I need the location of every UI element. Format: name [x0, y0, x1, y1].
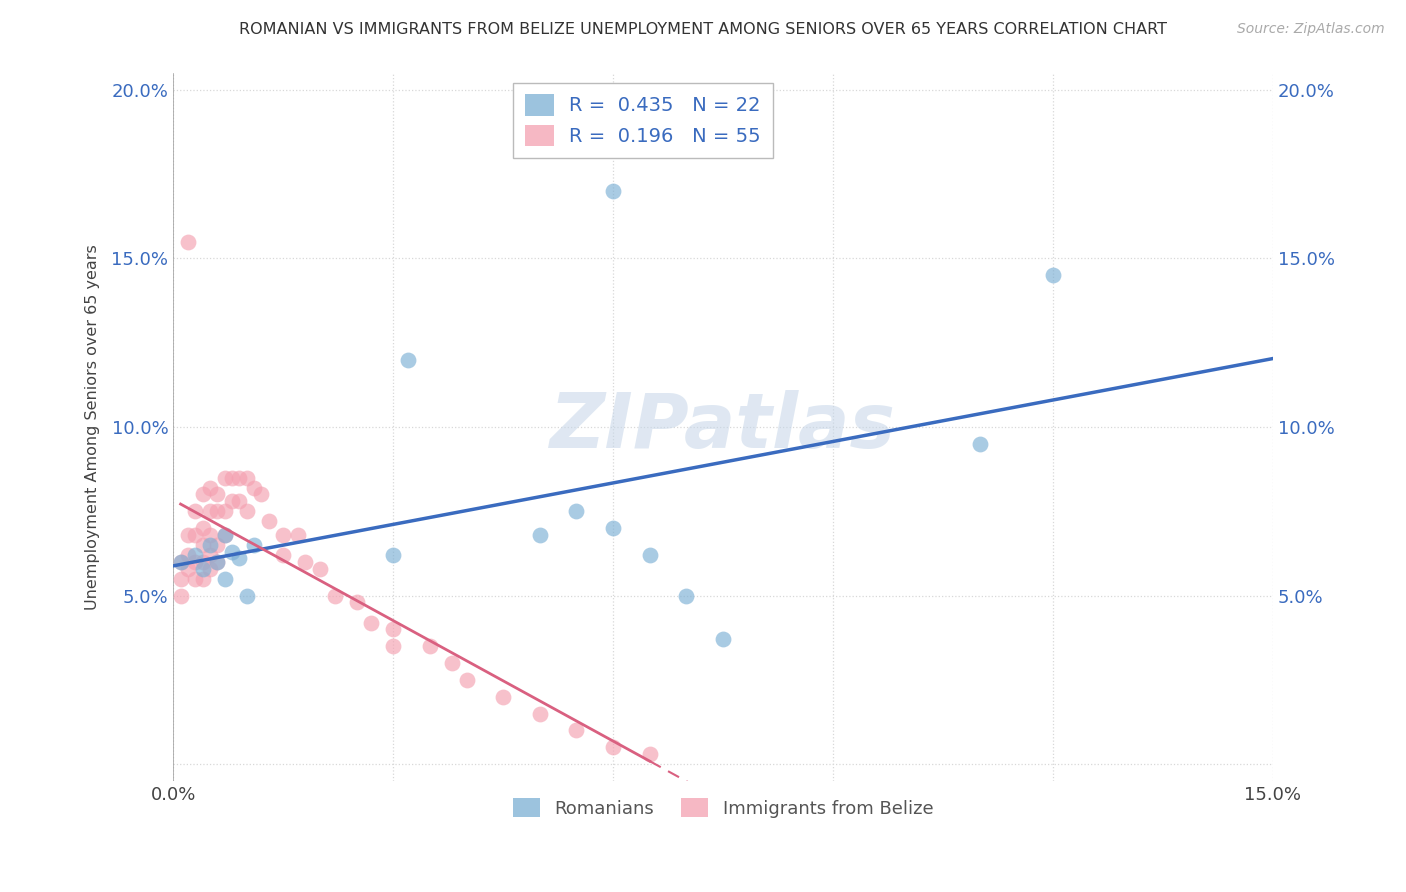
Point — [382, 622, 405, 636]
Point — [969, 437, 991, 451]
Point — [346, 595, 368, 609]
Point — [529, 706, 551, 721]
Point — [214, 528, 236, 542]
Point — [675, 589, 697, 603]
Point — [323, 589, 346, 603]
Point — [271, 548, 294, 562]
Point — [184, 555, 207, 569]
Point — [602, 740, 624, 755]
Point — [228, 470, 250, 484]
Point — [177, 528, 200, 542]
Point — [169, 589, 191, 603]
Point — [177, 561, 200, 575]
Point — [440, 656, 463, 670]
Point — [207, 504, 229, 518]
Point — [169, 572, 191, 586]
Point — [169, 555, 191, 569]
Text: ROMANIAN VS IMMIGRANTS FROM BELIZE UNEMPLOYMENT AMONG SENIORS OVER 65 YEARS CORR: ROMANIAN VS IMMIGRANTS FROM BELIZE UNEMP… — [239, 22, 1167, 37]
Point — [191, 555, 214, 569]
Point — [191, 538, 214, 552]
Point — [228, 494, 250, 508]
Point — [382, 639, 405, 653]
Point — [235, 504, 257, 518]
Point — [214, 572, 236, 586]
Point — [191, 521, 214, 535]
Point — [207, 555, 229, 569]
Point — [184, 528, 207, 542]
Point — [492, 690, 515, 704]
Point — [382, 548, 405, 562]
Point — [184, 572, 207, 586]
Point — [309, 561, 332, 575]
Point — [529, 528, 551, 542]
Point — [214, 470, 236, 484]
Point — [184, 548, 207, 562]
Point — [169, 555, 191, 569]
Point — [396, 352, 419, 367]
Point — [177, 235, 200, 249]
Point — [198, 481, 221, 495]
Point — [221, 470, 243, 484]
Point — [198, 504, 221, 518]
Point — [198, 528, 221, 542]
Point — [565, 504, 588, 518]
Point — [602, 184, 624, 198]
Point — [214, 528, 236, 542]
Point — [235, 589, 257, 603]
Point — [221, 545, 243, 559]
Point — [419, 639, 441, 653]
Point — [198, 538, 221, 552]
Point — [638, 548, 661, 562]
Point — [184, 504, 207, 518]
Point — [294, 555, 316, 569]
Point — [221, 494, 243, 508]
Point — [243, 481, 266, 495]
Point — [250, 487, 273, 501]
Point — [638, 747, 661, 761]
Point — [214, 504, 236, 518]
Text: Source: ZipAtlas.com: Source: ZipAtlas.com — [1237, 22, 1385, 37]
Point — [271, 528, 294, 542]
Point — [207, 487, 229, 501]
Point — [191, 561, 214, 575]
Point — [287, 528, 309, 542]
Y-axis label: Unemployment Among Seniors over 65 years: Unemployment Among Seniors over 65 years — [86, 244, 100, 610]
Point — [257, 515, 280, 529]
Point — [228, 551, 250, 566]
Point — [711, 632, 734, 647]
Point — [602, 521, 624, 535]
Point — [198, 561, 221, 575]
Point — [207, 555, 229, 569]
Point — [565, 723, 588, 738]
Point — [243, 538, 266, 552]
Point — [177, 548, 200, 562]
Point — [198, 548, 221, 562]
Text: ZIPatlas: ZIPatlas — [550, 390, 896, 464]
Point — [191, 487, 214, 501]
Point — [191, 572, 214, 586]
Point — [360, 615, 382, 630]
Point — [207, 538, 229, 552]
Point — [456, 673, 478, 687]
Point — [1042, 268, 1064, 283]
Legend: Romanians, Immigrants from Belize: Romanians, Immigrants from Belize — [506, 791, 941, 825]
Point — [235, 470, 257, 484]
